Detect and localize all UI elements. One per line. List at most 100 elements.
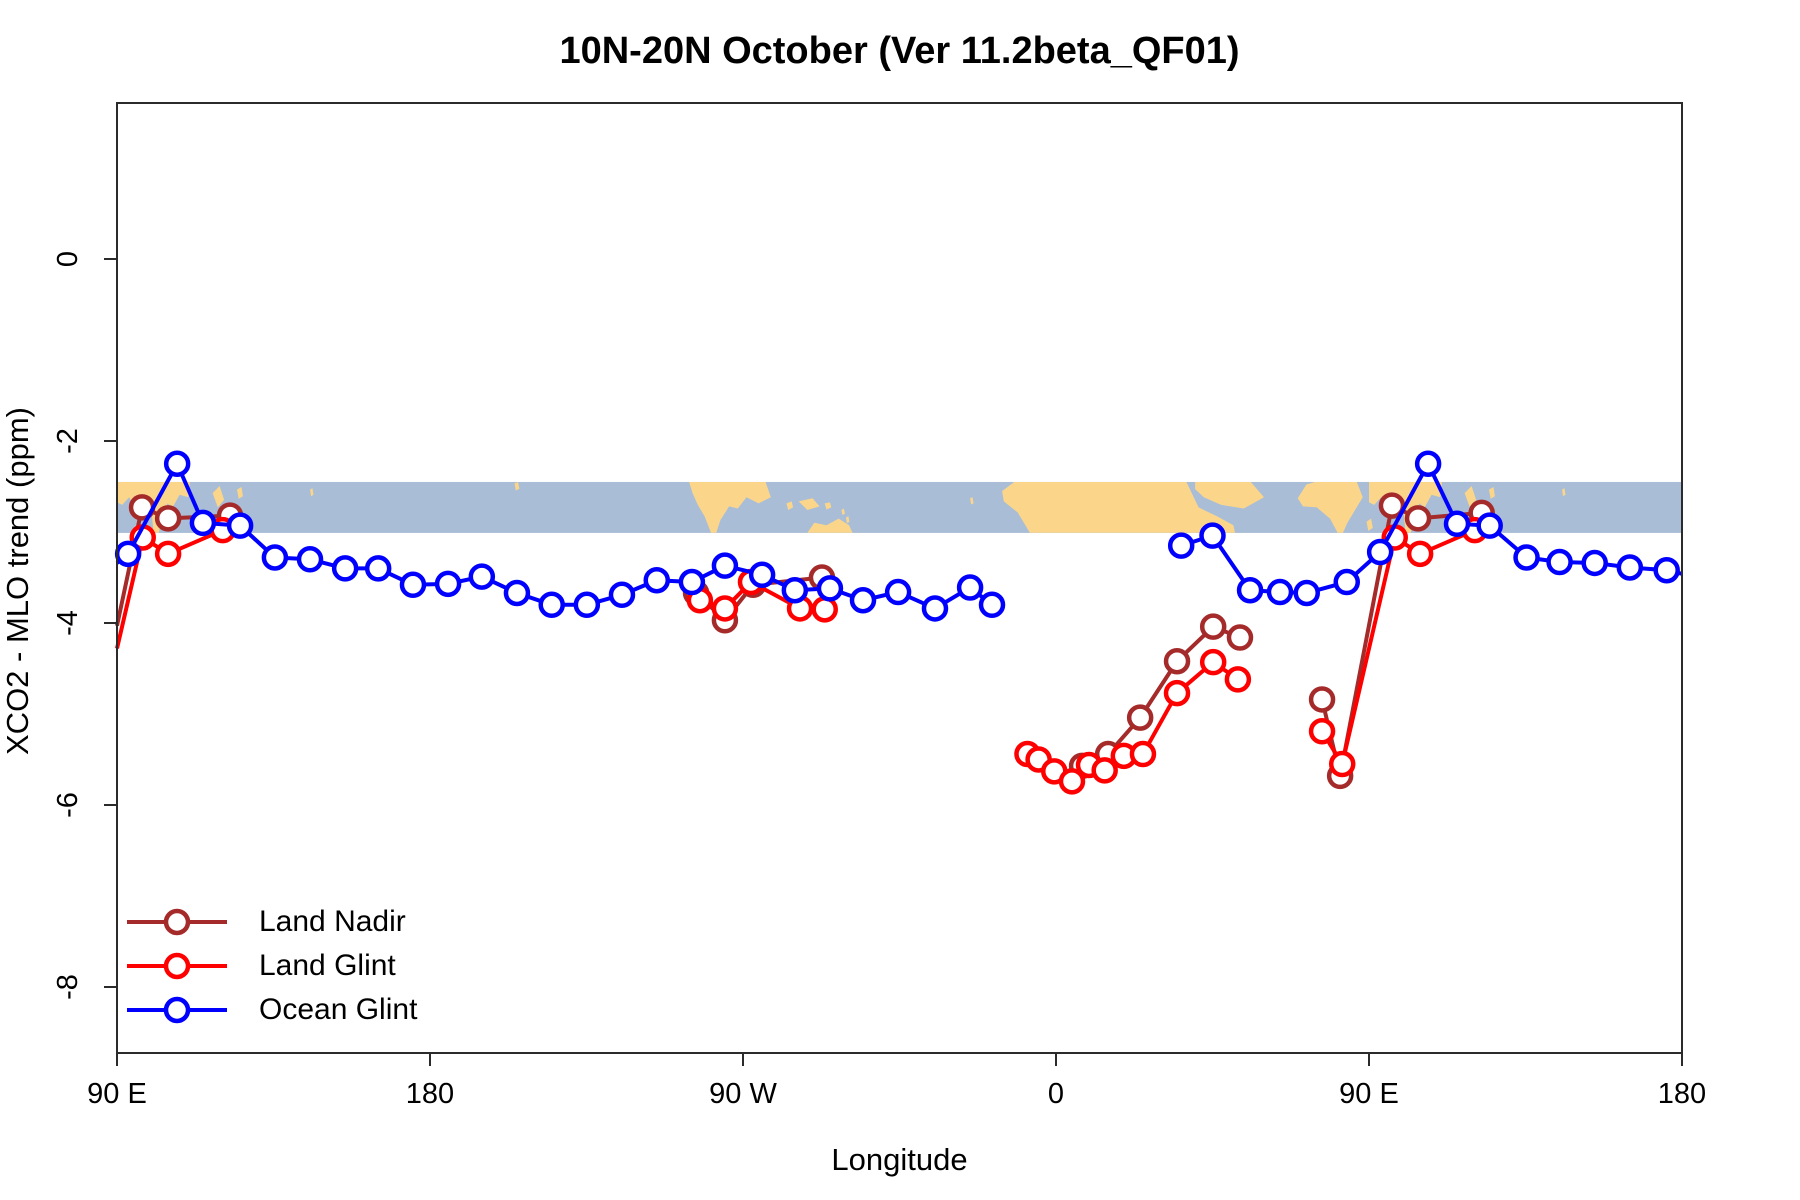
y-tick-label: -4 <box>52 610 84 636</box>
legend-item-land-nadir: Land Nadir <box>127 900 417 944</box>
data-point-marker <box>1366 538 1394 566</box>
data-point-marker <box>399 571 427 599</box>
land-nadir-line-marker-icon <box>127 908 227 936</box>
data-point-marker <box>331 555 359 582</box>
landmass-shape <box>1464 486 1477 508</box>
landmass-shape <box>824 502 832 510</box>
land-glint-line-marker-icon <box>127 952 227 980</box>
landmass-shape <box>807 518 853 533</box>
data-point-marker <box>849 587 877 614</box>
data-point-marker <box>1163 679 1191 707</box>
landmass-shape <box>1366 518 1373 531</box>
series-line <box>115 528 224 649</box>
landmass-shape <box>1195 481 1264 509</box>
x-tick-label: 90 W <box>709 1078 777 1110</box>
series-ocean-glint <box>114 450 1683 622</box>
landmass-shape <box>1488 487 1495 499</box>
landmass-shape <box>236 487 243 499</box>
landmass-shape <box>786 501 794 510</box>
data-point-marker <box>748 561 776 589</box>
data-point-marker <box>643 566 671 594</box>
data-point-marker <box>1443 510 1471 538</box>
x-tick-label: 180 <box>1658 1078 1706 1110</box>
series-land-nadir <box>115 492 1495 790</box>
data-point-marker <box>1058 768 1086 795</box>
data-point-marker <box>1308 686 1336 713</box>
x-tick-label: 90 E <box>87 1078 147 1110</box>
data-point-marker <box>1653 556 1680 584</box>
data-point-marker <box>1546 548 1573 576</box>
data-point-marker <box>296 546 324 573</box>
data-point-marker <box>1199 648 1227 676</box>
data-point-marker <box>1476 512 1503 539</box>
plot-frame <box>116 102 1683 1054</box>
data-point-marker <box>538 591 565 619</box>
data-point-marker <box>1167 532 1195 559</box>
data-point-marker <box>1163 647 1191 675</box>
axis-ticks-layer: 90 E 180 90 W 0 90 E 180 0 -2 -4 -6 -8 <box>52 251 1706 1110</box>
data-point-marker <box>884 578 912 606</box>
data-point-marker <box>811 596 838 623</box>
data-point-marker <box>503 579 531 607</box>
landmass-shape <box>1002 481 1236 533</box>
ocean-glint-line-marker-icon <box>127 996 227 1024</box>
data-point-marker <box>711 552 739 579</box>
data-point-marker <box>189 509 217 537</box>
data-point-marker <box>1266 578 1294 606</box>
data-point-marker <box>154 505 182 532</box>
data-point-marker <box>114 540 142 568</box>
series-line <box>1180 461 1683 595</box>
data-point-marker <box>978 591 1006 619</box>
x-axis-title: Longitude <box>831 1142 968 1177</box>
data-point-marker <box>921 595 949 622</box>
landmass-shape <box>689 481 771 533</box>
landmass-shape <box>1562 488 1566 497</box>
data-point-marker <box>468 563 496 590</box>
series-line <box>1320 528 1476 767</box>
data-point-marker <box>1378 492 1406 519</box>
data-point-marker <box>1406 540 1434 568</box>
data-point-marker <box>1236 576 1264 604</box>
data-point-marker <box>1616 554 1644 581</box>
y-tick-label: -6 <box>52 792 84 818</box>
data-point-marker <box>226 512 254 539</box>
data-point-marker <box>1199 613 1227 640</box>
data-point-marker <box>163 450 191 477</box>
y-tick-label: 0 <box>52 251 84 267</box>
data-point-marker <box>1328 750 1356 778</box>
plot-frame-layer <box>116 102 1683 1054</box>
data-point-marker <box>711 595 739 622</box>
data-point-marker <box>154 540 182 568</box>
data-point-marker <box>1404 505 1432 532</box>
landmass-shape <box>845 516 850 524</box>
data-point-marker <box>1414 450 1442 477</box>
legend-item-land-glint: Land Glint <box>127 944 417 988</box>
y-tick-label: -2 <box>52 428 84 454</box>
y-axis-title: XCO2 - MLO trend (ppm) <box>0 407 35 755</box>
landmass-shape <box>310 488 314 497</box>
data-point-marker <box>1513 544 1540 571</box>
data-point-marker <box>1308 718 1336 745</box>
landmass-shape <box>514 481 520 491</box>
data-point-marker <box>1199 522 1226 549</box>
page-title: 10N-20N October (Ver 11.2beta_QF01) <box>559 30 1240 72</box>
data-point-marker <box>781 576 809 604</box>
y-tick-label: -8 <box>52 974 84 1000</box>
x-tick-label: 180 <box>406 1078 454 1110</box>
x-tick-label: 0 <box>1048 1078 1064 1110</box>
data-point-marker <box>678 568 706 596</box>
legend-label: Land Nadir <box>259 905 406 938</box>
landmass-shape <box>841 508 845 516</box>
landmass-shape <box>798 498 820 510</box>
legend: Land Nadir Land Glint Ocean Glint <box>127 900 417 1032</box>
data-point-marker <box>261 544 289 571</box>
data-point-marker <box>608 581 636 609</box>
series-layer <box>114 450 1683 795</box>
legend-label: Land Glint <box>259 949 396 982</box>
data-point-marker <box>1126 704 1154 731</box>
x-tick-label: 90 E <box>1339 1078 1399 1110</box>
legend-item-ocean-glint: Ocean Glint <box>127 988 417 1032</box>
series-land-glint <box>115 516 1488 795</box>
landmass-shape <box>212 486 225 508</box>
